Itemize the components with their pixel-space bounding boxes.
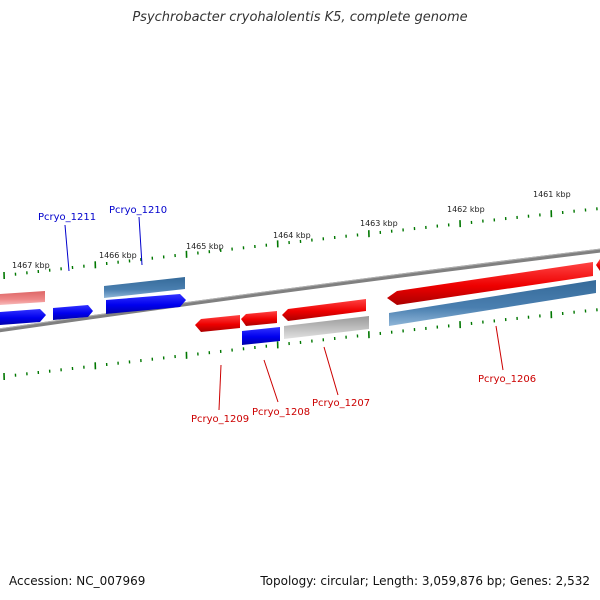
gene-pcryo-1208[interactable] — [241, 311, 277, 326]
gene-label-pcryo-1211[interactable]: Pcryo_1211 — [38, 212, 96, 223]
tick-label-1462: 1462 kbp — [447, 205, 485, 214]
gene-pcryo-1209[interactable] — [195, 315, 240, 332]
gene-feature-offscreen[interactable] — [596, 259, 600, 271]
gene-label-pcryo-1208[interactable]: Pcryo_1208 — [252, 407, 310, 418]
tick-label-1465: 1465 kbp — [186, 242, 224, 251]
callout-line-pcryo-1211 — [64, 224, 70, 272]
genome-summary-text: Topology: circular; Length: 3,059,876 bp… — [260, 574, 590, 588]
gene-feature-pcryo-1206[interactable] — [387, 262, 593, 305]
genome-title: Psychrobacter cryohalolentis K5, complet… — [132, 10, 468, 25]
tick-label-1466: 1466 kbp — [99, 251, 137, 260]
gene-feature-pcryo-1210[interactable] — [104, 277, 185, 298]
genome-backbone — [0, 248, 600, 333]
tick-label-1463: 1463 kbp — [360, 219, 398, 228]
callout-line-pcryo-1206 — [495, 325, 504, 371]
gene-pcryo-1211[interactable] — [53, 305, 93, 320]
tick-label-1467: 1467 kbp — [12, 261, 50, 270]
accession-text: Accession: NC_007969 — [9, 574, 146, 588]
gene-label-pcryo-1206[interactable]: Pcryo_1206 — [478, 374, 536, 385]
callout-line-pcryo-1209 — [218, 364, 222, 411]
gene-forward-left[interactable] — [0, 309, 46, 325]
callout-line-pcryo-1208 — [263, 359, 279, 403]
inner-tick-ring — [3, 308, 598, 381]
gene-pseudo-pcryo-1207[interactable] — [284, 316, 369, 339]
callout-line-pcryo-1207 — [323, 346, 339, 396]
callout-line-pcryo-1210 — [138, 216, 143, 266]
gene-cds-pcryo-1208[interactable] — [242, 327, 280, 345]
tick-label-1464: 1464 kbp — [273, 231, 311, 240]
gene-faded-left[interactable] — [0, 291, 45, 305]
outer-tick-ring — [3, 207, 598, 280]
gene-label-pcryo-1207[interactable]: Pcryo_1207 — [312, 398, 370, 409]
gene-pcryo-1207[interactable] — [282, 299, 366, 321]
gene-label-pcryo-1209[interactable]: Pcryo_1209 — [191, 414, 249, 425]
gene-label-pcryo-1210[interactable]: Pcryo_1210 — [109, 205, 167, 216]
gene-cds-pcryo-1206[interactable] — [389, 280, 596, 326]
gene-pcryo-1210[interactable] — [106, 294, 186, 314]
tick-label-1461: 1461 kbp — [533, 190, 571, 199]
